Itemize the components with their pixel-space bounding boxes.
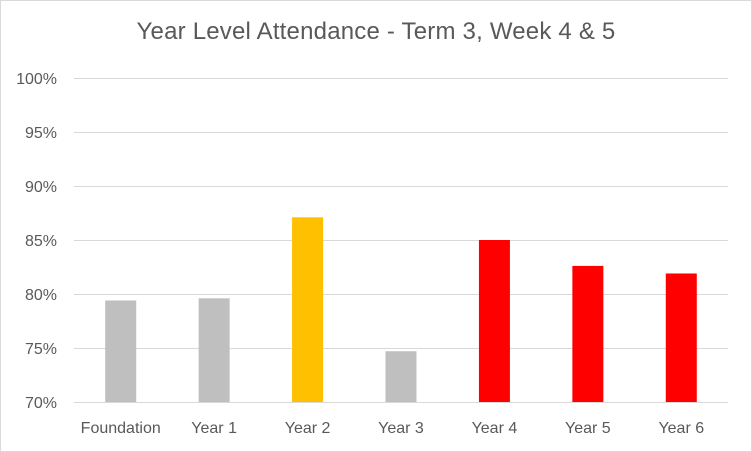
bar <box>292 217 324 402</box>
x-tick-label: Year 2 <box>285 420 331 437</box>
bar <box>198 298 230 402</box>
x-tick-label: Year 5 <box>565 420 611 437</box>
x-tick-label: Foundation <box>81 420 161 437</box>
x-tick-label: Year 3 <box>378 420 424 437</box>
bars <box>105 217 697 402</box>
bar <box>572 265 604 402</box>
bar <box>665 273 697 402</box>
bar <box>478 240 510 402</box>
x-tick-label: Year 4 <box>472 420 518 437</box>
gridlines <box>74 78 728 403</box>
x-tick-label: Year 6 <box>658 420 704 437</box>
y-tick-label: 75% <box>25 341 57 358</box>
y-tick-label: 90% <box>25 179 57 196</box>
bar <box>105 300 137 402</box>
y-tick-label: 85% <box>25 233 57 250</box>
y-tick-label: 95% <box>25 125 57 142</box>
x-tick-label: Year 1 <box>191 420 237 437</box>
y-tick-label: 80% <box>25 287 57 304</box>
bar <box>385 351 417 402</box>
y-tick-label: 100% <box>16 71 57 88</box>
chart-title: Year Level Attendance - Term 3, Week 4 &… <box>136 18 616 45</box>
y-axis-tick-labels: 70% 75% 80% 85% 90% 95% 100% <box>16 71 57 412</box>
y-tick-label: 70% <box>25 395 57 412</box>
x-axis-tick-labels: Foundation Year 1 Year 2 Year 3 Year 4 Year 5… <box>81 420 705 437</box>
